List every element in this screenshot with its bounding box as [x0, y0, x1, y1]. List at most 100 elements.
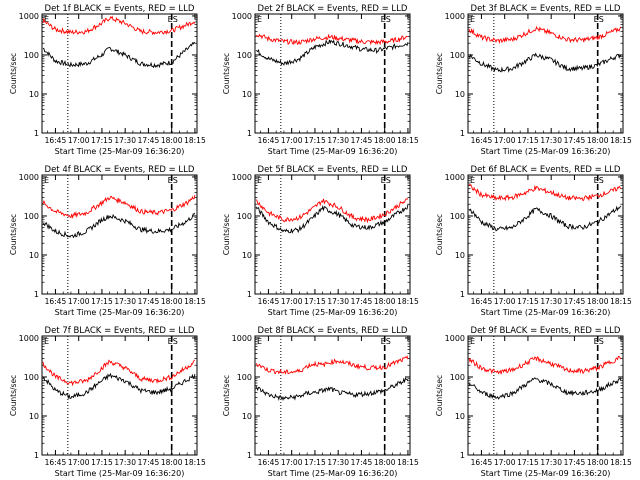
- lld-series-line: [42, 15, 196, 36]
- chart-title: Det 9f BLACK = Events, RED = LLD: [471, 326, 621, 336]
- chart-panel: Det 7f BLACK = Events, RED = LLD 1 10 100 10…: [9, 326, 206, 478]
- chart-panel: Det 9f BLACK = Events, RED = LLD 1 10 100 10…: [435, 326, 632, 478]
- y-tick-label: 10: [455, 412, 465, 421]
- plot-frame: [254, 174, 411, 295]
- corner-label-right: ES: [168, 176, 178, 185]
- x-tick-label: 16:45: [45, 136, 67, 145]
- x-tick-label: 16:45: [258, 458, 280, 467]
- y-tick-label: 1: [34, 129, 39, 138]
- x-tick-label: 17:30: [540, 297, 562, 306]
- x-tick-label: 18:00: [161, 136, 183, 145]
- events-series-line: [255, 39, 409, 66]
- corner-label-right: ES: [594, 15, 604, 24]
- x-tick-label: 17:30: [114, 136, 136, 145]
- chart-panel: Det 2f BLACK = Events, RED = LLD 1 10 100 10…: [222, 4, 419, 156]
- x-tick-label: 18:00: [587, 297, 609, 306]
- x-tick-label: 16:45: [45, 458, 67, 467]
- y-axis-label: Counts/sec: [9, 375, 18, 416]
- y-tick-label: 100: [450, 51, 465, 60]
- y-tick-label: 1: [34, 451, 39, 460]
- x-tick-label: 17:45: [351, 458, 373, 467]
- x-tick-label: 18:15: [184, 297, 206, 306]
- x-axis-label: Start Time (25-Mar-09 16:36:20): [55, 308, 185, 317]
- y-tick-label: 1: [247, 129, 252, 138]
- corner-label-left: E: [44, 176, 49, 185]
- x-tick-label: 17:15: [517, 458, 539, 467]
- events-series-line: [468, 205, 622, 232]
- x-tick-label: 17:15: [304, 136, 326, 145]
- corner-label-left: E: [470, 15, 475, 24]
- x-tick-label: 17:30: [114, 458, 136, 467]
- y-tick-label: 100: [450, 212, 465, 221]
- chart-panel: Det 8f BLACK = Events, RED = LLD 1 10 100 10…: [222, 326, 419, 478]
- y-tick-label: 100: [237, 212, 252, 221]
- events-series-line: [255, 377, 409, 402]
- x-tick-label: 18:15: [184, 458, 206, 467]
- events-series-line: [42, 41, 196, 69]
- y-tick-label: 10: [29, 412, 39, 421]
- x-tick-label: 17:15: [91, 458, 113, 467]
- y-axis-label: Counts/sec: [222, 214, 231, 255]
- plot-frame: [467, 13, 624, 134]
- x-tick-label: 18:00: [374, 297, 396, 306]
- x-axis-label: Start Time (25-Mar-09 16:36:20): [481, 469, 611, 478]
- chart-title: Det 6f BLACK = Events, RED = LLD: [471, 165, 621, 175]
- corner-label-left: E: [470, 176, 475, 185]
- y-axis-label: Counts/sec: [222, 375, 231, 416]
- x-tick-label: 18:00: [161, 458, 183, 467]
- corner-label-right: ES: [168, 15, 178, 24]
- y-tick-label: 100: [450, 373, 465, 382]
- y-tick-label: 10: [242, 251, 252, 260]
- x-tick-label: 16:45: [471, 297, 493, 306]
- x-tick-label: 17:00: [68, 136, 90, 145]
- corner-label-right: ES: [381, 176, 391, 185]
- y-tick-label: 100: [24, 51, 39, 60]
- plot-frame: [41, 13, 198, 134]
- y-tick-label: 10: [455, 90, 465, 99]
- x-tick-label: 16:45: [471, 136, 493, 145]
- x-tick-label: 17:45: [564, 297, 586, 306]
- y-tick-label: 1: [460, 290, 465, 299]
- chart-panel: Det 6f BLACK = Events, RED = LLD 1 10 100 10…: [435, 165, 632, 317]
- y-tick-label: 1: [34, 290, 39, 299]
- x-tick-label: 17:45: [564, 136, 586, 145]
- x-axis-label: Start Time (25-Mar-09 16:36:20): [55, 469, 185, 478]
- events-series-line: [42, 212, 196, 239]
- lld-series-line: [42, 359, 196, 387]
- events-series-line: [468, 52, 622, 73]
- x-tick-label: 18:00: [587, 458, 609, 467]
- x-axis-label: Start Time (25-Mar-09 16:36:20): [268, 147, 398, 156]
- lld-series-line: [255, 355, 409, 375]
- y-tick-label: 1: [247, 290, 252, 299]
- y-tick-label: 100: [24, 212, 39, 221]
- x-tick-label: 17:00: [281, 458, 303, 467]
- chart-title: Det 1f BLACK = Events, RED = LLD: [45, 4, 195, 14]
- y-axis-label: Counts/sec: [222, 53, 231, 94]
- y-tick-label: 1000: [445, 173, 465, 182]
- x-tick-label: 18:15: [610, 297, 632, 306]
- x-tick-label: 17:15: [517, 136, 539, 145]
- x-tick-label: 18:00: [374, 458, 396, 467]
- chart-title: Det 4f BLACK = Events, RED = LLD: [45, 165, 195, 175]
- lld-series-line: [255, 33, 408, 46]
- plot-frame: [41, 335, 198, 456]
- y-tick-label: 10: [29, 251, 39, 260]
- corner-label-left: E: [257, 337, 262, 346]
- x-tick-label: 17:15: [304, 458, 326, 467]
- plot-frame: [41, 174, 198, 295]
- y-axis-label: Counts/sec: [9, 214, 18, 255]
- y-tick-label: 1000: [232, 173, 252, 182]
- x-tick-label: 18:15: [397, 136, 419, 145]
- lld-series-line: [468, 355, 622, 375]
- x-tick-label: 17:00: [494, 136, 516, 145]
- x-tick-label: 17:30: [540, 136, 562, 145]
- x-tick-label: 18:15: [397, 458, 419, 467]
- y-tick-label: 100: [237, 51, 252, 60]
- y-tick-label: 100: [237, 373, 252, 382]
- corner-label-left: E: [257, 15, 262, 24]
- y-axis-label: Counts/sec: [435, 53, 444, 94]
- chart-title: Det 5f BLACK = Events, RED = LLD: [258, 165, 408, 175]
- y-tick-label: 10: [242, 412, 252, 421]
- x-tick-label: 17:30: [114, 297, 136, 306]
- y-tick-label: 100: [24, 373, 39, 382]
